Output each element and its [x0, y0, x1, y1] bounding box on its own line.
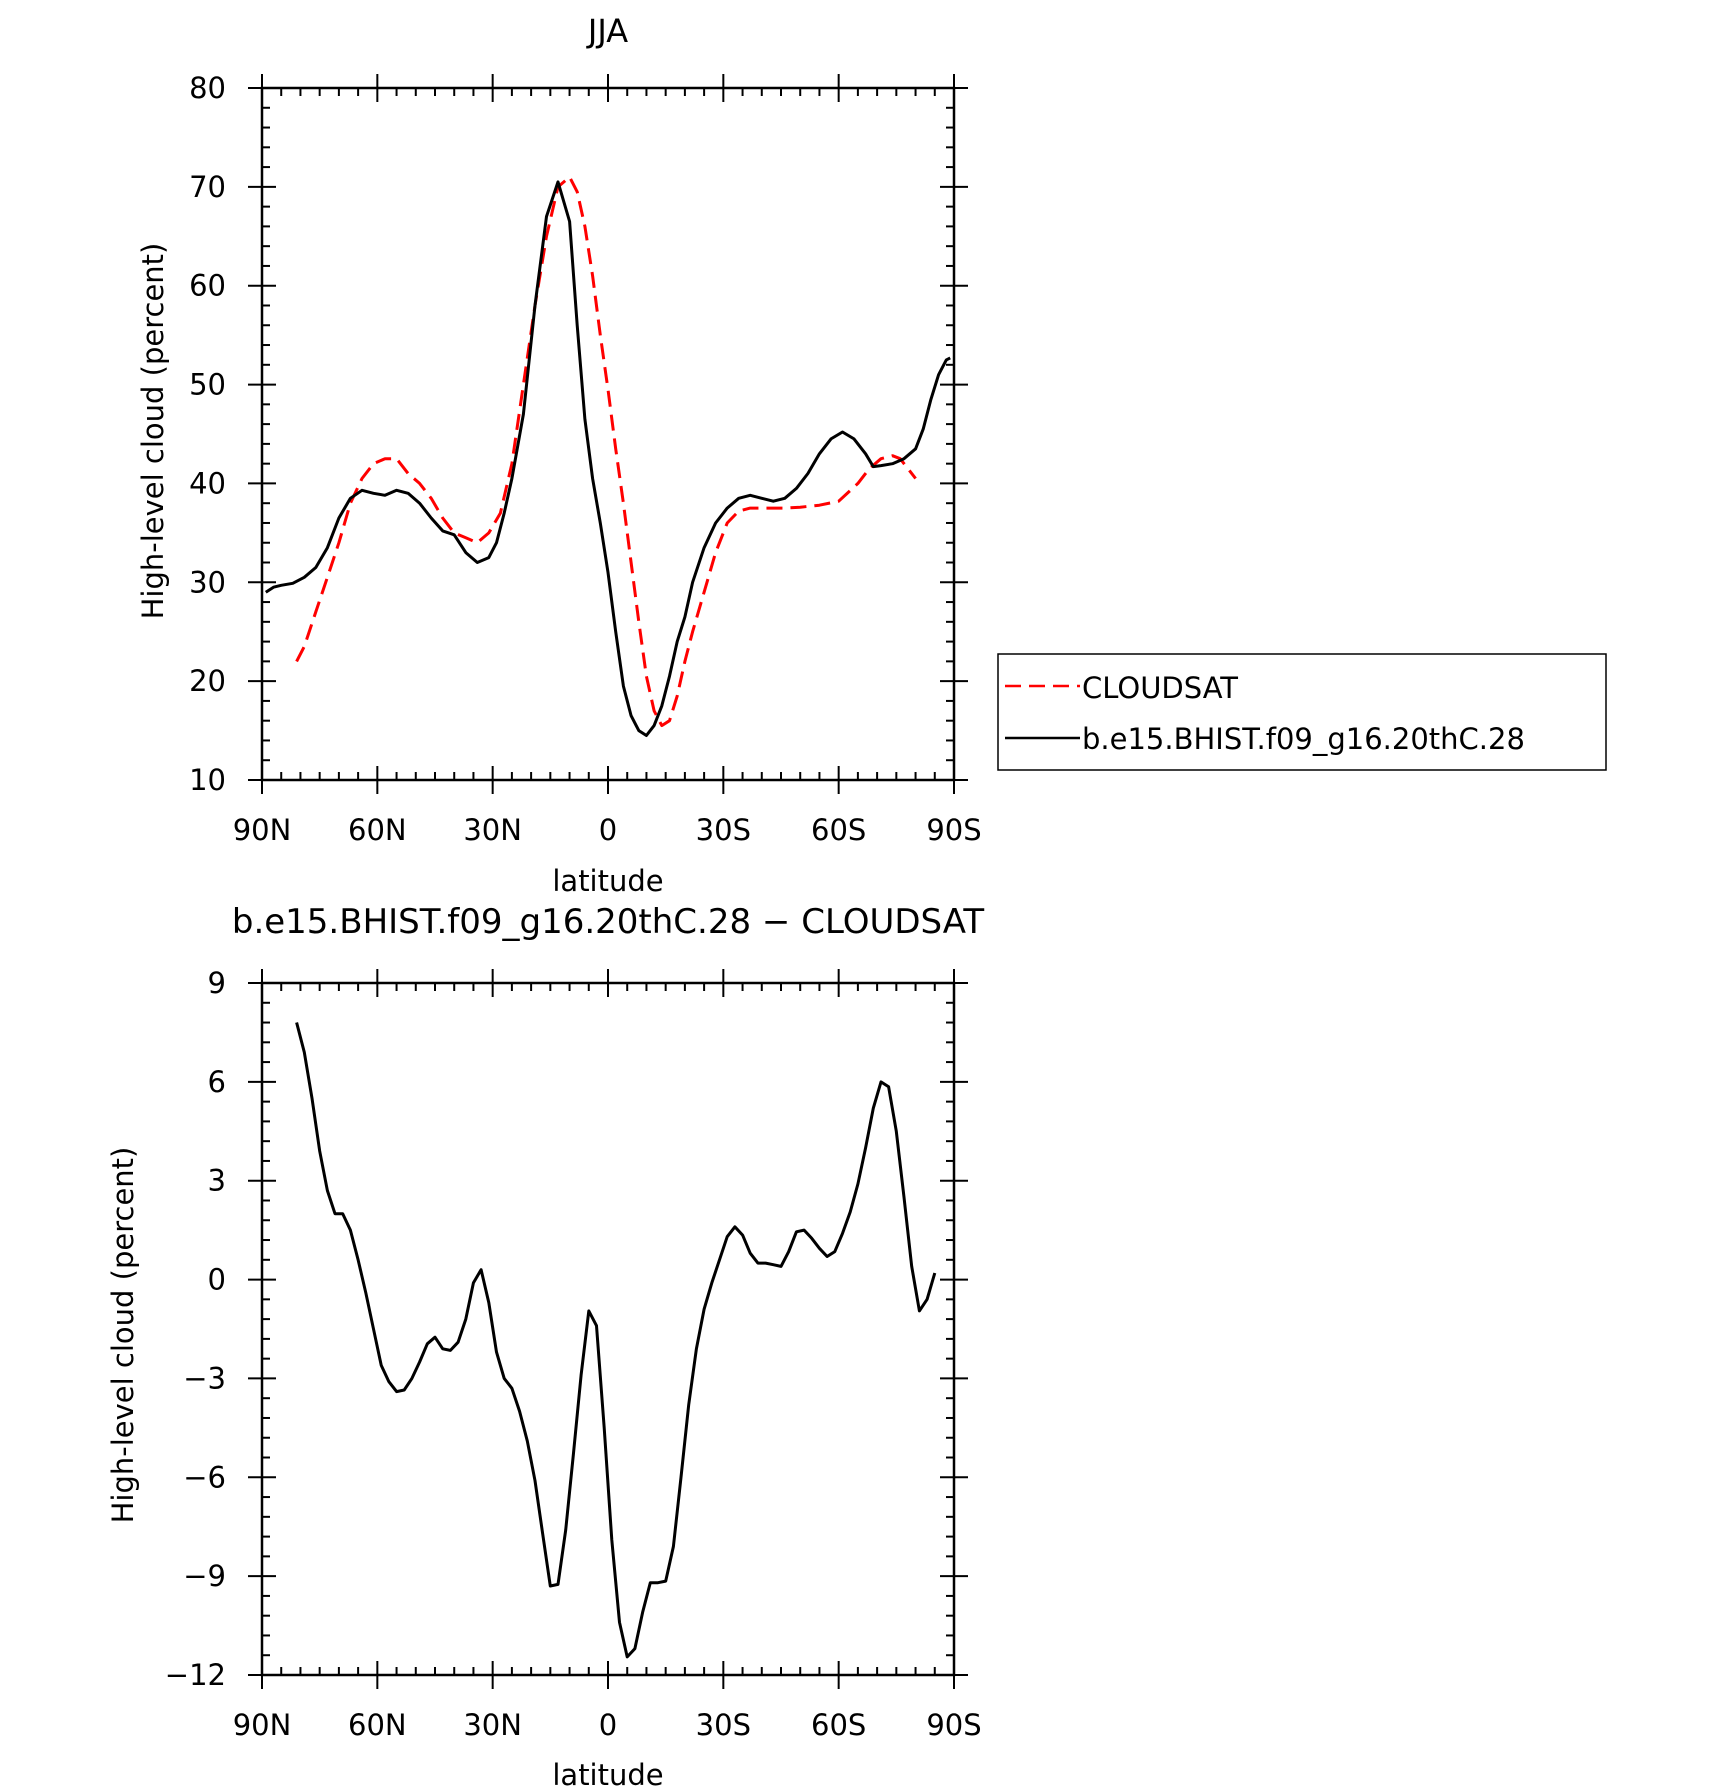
legend-label-cloudsat: CLOUDSAT	[1082, 671, 1238, 705]
tick-marks	[248, 74, 968, 794]
y-tick-label: −12	[165, 1658, 226, 1692]
y-tick-label: 50	[189, 368, 226, 402]
x-tick-label: 90N	[233, 1708, 292, 1742]
y-axis-label: High-level cloud (percent)	[106, 1147, 140, 1524]
chart-title: b.e15.BHIST.f09_g16.20thC.28 − CLOUDSAT	[232, 902, 984, 942]
legend-box	[997, 653, 1607, 771]
x-tick-label: 30S	[696, 1708, 751, 1742]
y-tick-label: 70	[189, 170, 226, 204]
legend: CLOUDSAT b.e15.BHIST.f09_g16.20thC.28	[997, 653, 1607, 771]
difference-series-line	[295, 1022, 937, 1659]
x-tick-label: 0	[599, 1708, 617, 1742]
chart-title: JJA	[586, 12, 628, 50]
y-tick-label: 9	[208, 966, 226, 1000]
top-panel: JJA High-level cloud (percent) latitude …	[136, 12, 982, 898]
y-tick-label: 3	[208, 1164, 226, 1198]
series-lines	[264, 175, 951, 737]
y-tick-label: 0	[208, 1263, 226, 1297]
y-tick-label: 6	[208, 1065, 226, 1099]
y-tick-labels: −12 −9 −6 −3 0 3 6 9	[165, 966, 226, 1692]
b-e15-bhist-f09-g16-20thc-28-series-line	[264, 180, 951, 737]
bottom-panel: b.e15.BHIST.f09_g16.20thC.28 − CLOUDSAT …	[106, 902, 984, 1789]
y-axis-label: High-level cloud (percent)	[136, 243, 170, 620]
x-tick-label: 90N	[233, 813, 292, 847]
y-tick-labels: 10 20 30 40 50 60 70 80	[189, 71, 226, 797]
x-tick-labels: 90N 60N 30N 0 30S 60S 90S	[233, 813, 982, 847]
series-lines	[295, 1022, 937, 1659]
cloudsat-series-line	[295, 175, 917, 728]
x-tick-label: 60N	[348, 1708, 407, 1742]
plot-frame	[260, 981, 956, 1677]
y-tick-label: 40	[189, 466, 226, 500]
x-tick-label: 60S	[811, 1708, 866, 1742]
y-tick-label: −6	[183, 1460, 226, 1494]
y-tick-label: −3	[183, 1361, 226, 1395]
y-tick-label: 60	[189, 269, 226, 303]
x-axis-label: latitude	[552, 864, 663, 898]
x-tick-label: 30N	[463, 1708, 522, 1742]
y-tick-label: −9	[183, 1559, 226, 1593]
plot-frame	[260, 86, 956, 782]
legend-label-model: b.e15.BHIST.f09_g16.20thC.28	[1082, 722, 1525, 756]
x-tick-label: 0	[599, 813, 617, 847]
tick-marks	[248, 969, 968, 1689]
x-tick-label: 60N	[348, 813, 407, 847]
x-tick-label: 30N	[463, 813, 522, 847]
x-tick-label: 90S	[926, 1708, 981, 1742]
y-tick-label: 20	[189, 664, 226, 698]
y-tick-label: 30	[189, 565, 226, 599]
y-tick-label: 10	[189, 763, 226, 797]
x-tick-label: 60S	[811, 813, 866, 847]
x-tick-label: 90S	[926, 813, 981, 847]
x-tick-labels: 90N 60N 30N 0 30S 60S 90S	[233, 1708, 982, 1742]
x-tick-label: 30S	[696, 813, 751, 847]
x-axis-label: latitude	[552, 1758, 663, 1789]
y-tick-label: 80	[189, 71, 226, 105]
